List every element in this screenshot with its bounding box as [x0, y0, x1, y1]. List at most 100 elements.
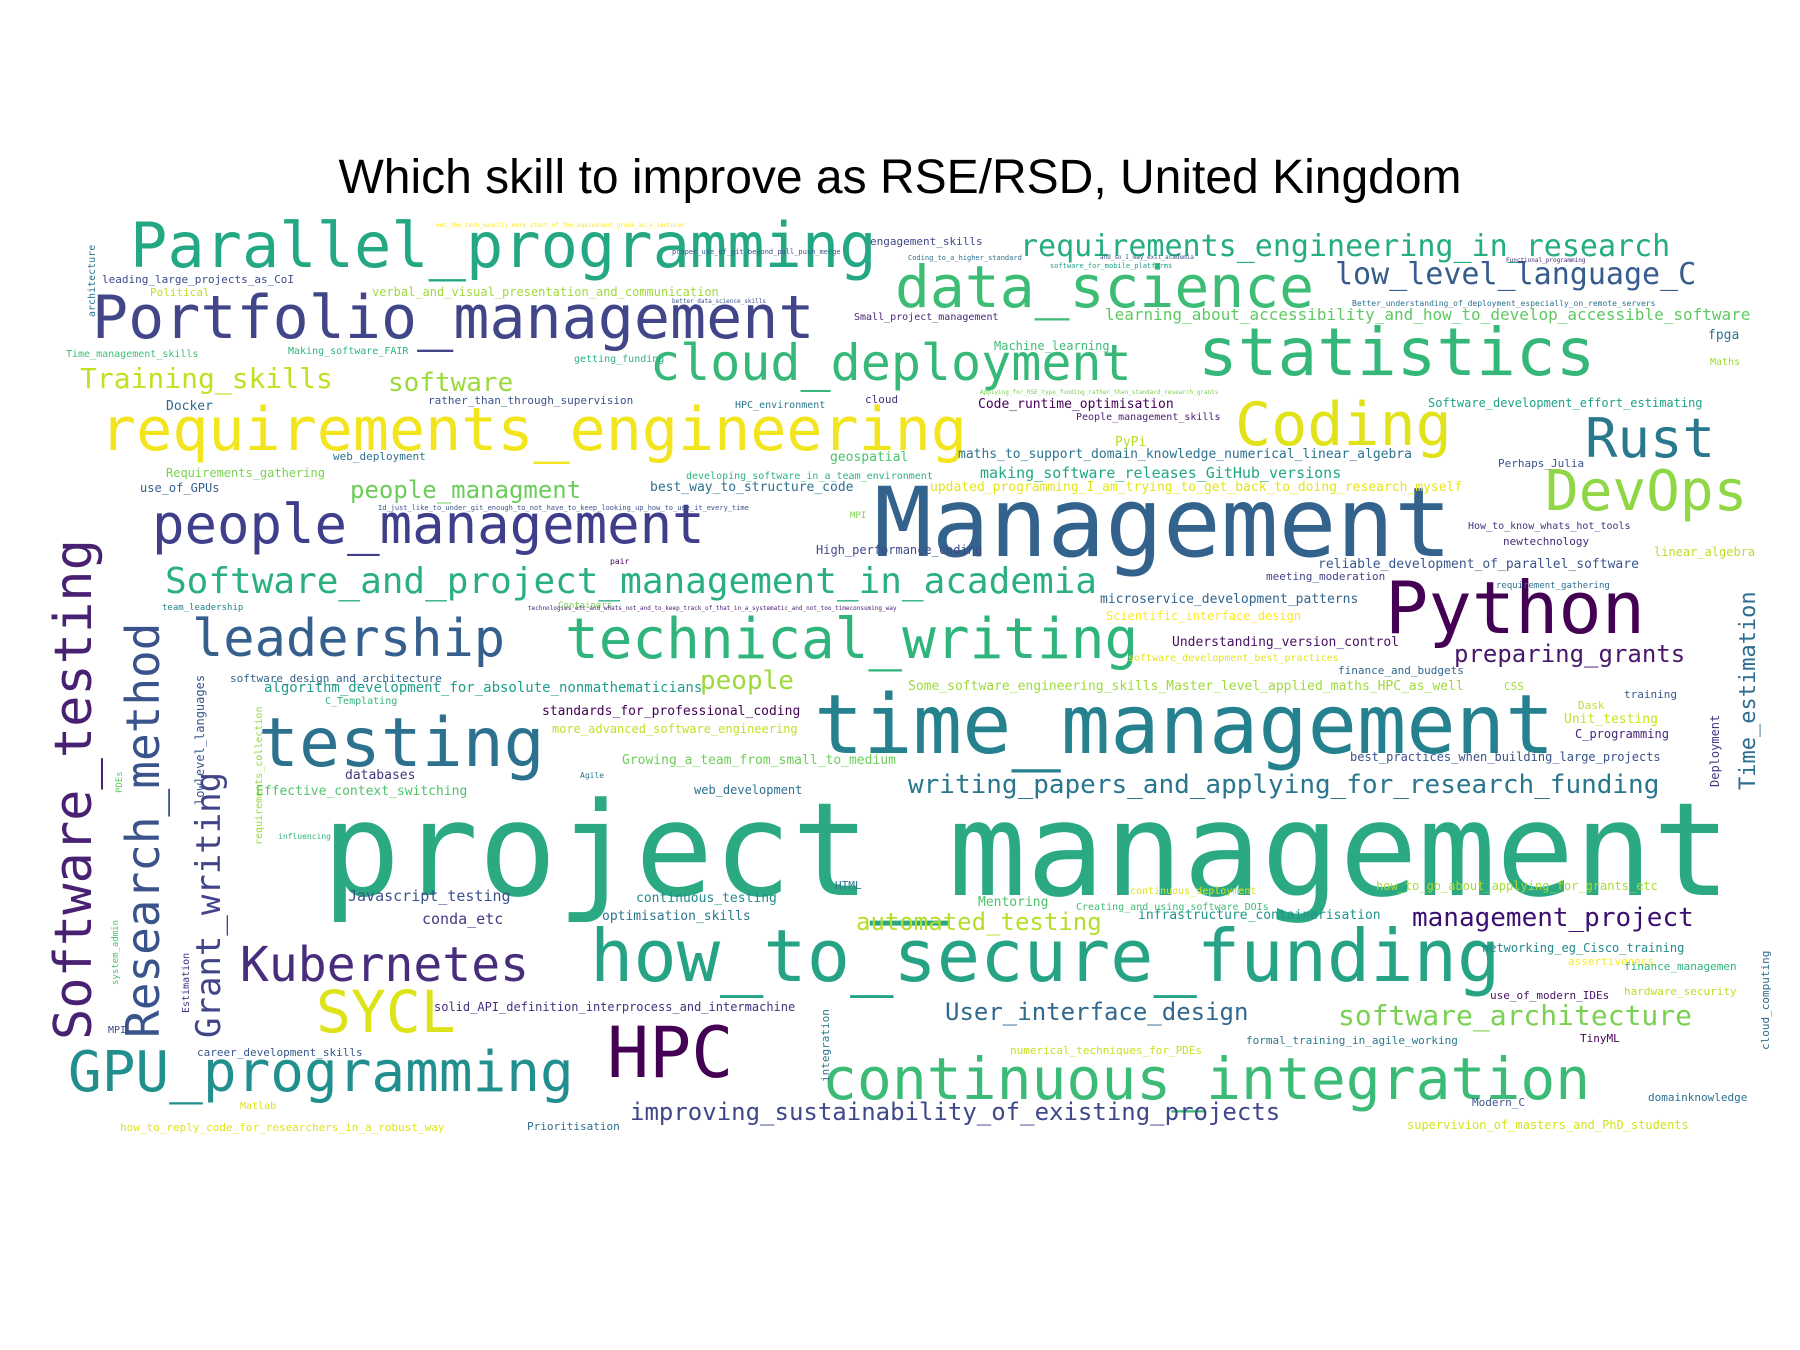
cloud-word: infrastructure_containerisation: [1138, 908, 1381, 923]
cloud-word: HPC: [607, 1012, 734, 1094]
cloud-word: leading_large_projects_as_CoI: [102, 273, 295, 286]
cloud-word: continuous_testing: [636, 891, 777, 906]
cloud-word: people: [700, 666, 794, 696]
cloud-word: Javascript_testing: [348, 887, 511, 905]
cloud-word: developing_software_in_a_team_environmen…: [686, 471, 933, 482]
cloud-word: People_management_skills: [1076, 412, 1221, 423]
cloud-word: leadership: [192, 609, 506, 669]
cloud-word: Dask: [1578, 699, 1605, 712]
cloud-word: Growing_a_team_from_small_to_medium: [622, 753, 896, 768]
cloud-word: networking_eg_Cisco_training: [1482, 941, 1685, 955]
cloud-word: software_architecture: [1338, 999, 1693, 1032]
cloud-word: Unit_testing: [1564, 712, 1658, 727]
cloud-word: people_management: [152, 493, 705, 556]
cloud-word: Small_project_management: [854, 312, 999, 323]
cloud-word: not_the_tech_exactly_more_start_of_the_e…: [436, 222, 686, 229]
cloud-word: improving_sustainability_of_existing_pro…: [630, 1098, 1281, 1126]
cloud-word: and_so_I_may_exit_academia: [1100, 254, 1194, 261]
cloud-word: cloud: [865, 393, 899, 406]
cloud-word: Code_runtime_optimisation: [978, 397, 1174, 412]
cloud-word: PDEs: [115, 771, 125, 793]
cloud-word: DevOps: [1545, 459, 1748, 524]
cloud-word: linear_algebra: [1654, 545, 1756, 559]
cloud-word: low_level_language_C: [1335, 257, 1697, 292]
cloud-word: technologies_etc_and_whats_not_and_to_ke…: [528, 605, 897, 612]
cloud-word: web_deployment: [333, 450, 426, 463]
cloud-word: continuous_deployment: [1130, 886, 1257, 897]
cloud-word: Creating_and_using_software_DOIs: [1076, 902, 1269, 913]
cloud-word: Coding_to_a_higher_standard: [908, 254, 1022, 262]
cloud-word: algorithm_development_for_absolute_nonma…: [264, 680, 703, 696]
cloud-word: meeting_moderation: [1266, 570, 1386, 583]
cloud-word: how_to_reply_code_for_researchers_in_a_r…: [120, 1121, 445, 1134]
cloud-word: career_development_skills: [197, 1046, 363, 1059]
cloud-word: Python: [1385, 566, 1646, 650]
cloud-word: Time_estimation: [1736, 591, 1761, 790]
cloud-word: fpga: [1708, 328, 1740, 343]
cloud-word: use_of_modern_IDEs: [1490, 989, 1610, 1002]
cloud-word: Grant_writing: [189, 771, 229, 1038]
cloud-word: requirements_engineering: [100, 395, 967, 465]
cloud-word: Estimation: [181, 952, 192, 1013]
cloud-word: Kubernetes: [240, 937, 529, 993]
cloud-word: automated_testing: [856, 908, 1102, 936]
cloud-word: Parallel_programming: [130, 209, 877, 282]
cloud-word: Time_management_skills: [66, 349, 199, 360]
cloud-word: Training_skills: [80, 362, 333, 395]
cloud-word: Agile: [580, 771, 605, 780]
cloud-word: solid_API_definition_interprocess_and_in…: [434, 1000, 796, 1014]
cloud-word: numerical_techniques_for_PDEs: [1010, 1044, 1203, 1057]
cloud-word: Machine_learning: [994, 339, 1110, 353]
cloud-word: software_design_and_architecture: [230, 672, 442, 685]
cloud-word: requirement_gathering: [1496, 581, 1610, 591]
cloud-word: Prioritisation: [527, 1120, 620, 1133]
cloud-word: rather_than_through_supervision: [428, 394, 634, 407]
cloud-word: Id_just_like_to_under_git_enough_to_not_…: [378, 504, 749, 512]
cloud-word: use_of_GPUs: [140, 481, 220, 495]
cloud-word: Making_software_FAIR: [288, 346, 409, 357]
cloud-word: reliable_development_of_parallel_softwar…: [1318, 557, 1639, 572]
cloud-word: Mentoring: [978, 895, 1049, 910]
cloud-word: Political: [150, 286, 210, 299]
cloud-word: microservice_development_patterns: [1100, 592, 1359, 607]
cloud-word: lowlevel_languages: [193, 674, 207, 805]
cloud-word: Portfolio_management: [92, 283, 815, 353]
cloud-word: User_interface_design: [945, 998, 1249, 1026]
cloud-word: finance_managemen: [1624, 960, 1737, 973]
cloud-word: newtechnology: [1503, 535, 1590, 548]
cloud-word: Requirements_gathering: [166, 466, 325, 480]
cloud-word: architecture: [87, 244, 98, 317]
cloud-word: Effective_context_switching: [256, 784, 468, 799]
cloud-word: more_advanced_software_engineering: [552, 722, 798, 736]
cloud-word: Perhaps_Julia: [1498, 457, 1585, 470]
cloud-word: SYCL: [316, 978, 456, 1046]
cloud-word: HPC_environment: [735, 400, 826, 411]
cloud-word: Matlab: [240, 1101, 277, 1112]
cloud-word: better_data_science_skills: [672, 298, 766, 305]
cloud-word: writing_papers_and_applying_for_research…: [908, 770, 1660, 800]
cloud-word: engagement_skills: [870, 235, 983, 248]
cloud-word: assertiveness: [1568, 955, 1655, 968]
cloud-word: optimisation_skills: [602, 909, 751, 924]
cloud-title: Which skill to improve as RSE/RSD, Unite…: [338, 151, 1462, 204]
cloud-word: software_development_best_practices: [1128, 653, 1339, 664]
cloud-word: PyPi: [1115, 435, 1147, 450]
cloud-word: databases: [345, 768, 416, 783]
cloud-word: statistics: [1198, 314, 1596, 391]
cloud-word: Rust: [1585, 407, 1716, 470]
cloud-word: High_performance_coding: [816, 543, 983, 557]
cloud-word: people_managment: [350, 476, 582, 504]
cloud-word: C_Templating: [325, 696, 398, 707]
cloud-word: web_development: [694, 783, 803, 797]
cloud-word: requirements_engineering_in_research: [1020, 229, 1671, 264]
cloud-word: testing: [258, 704, 545, 783]
cloud-word: getting_funding: [574, 354, 665, 365]
cloud-word: management_project: [1412, 903, 1694, 933]
cloud-word: Software_testing: [44, 539, 104, 1040]
cloud-word: team_leadership: [162, 603, 244, 613]
cloud-word: influencing: [278, 832, 331, 841]
cloud-word: best_way_to_structure_code: [650, 480, 854, 495]
cloud-word: supervivion_of_masters_and_PhD_students: [1407, 1118, 1689, 1132]
cloud-word: Management: [874, 467, 1452, 579]
cloud-word: best_practices_when_building_large_proje…: [1350, 750, 1661, 764]
